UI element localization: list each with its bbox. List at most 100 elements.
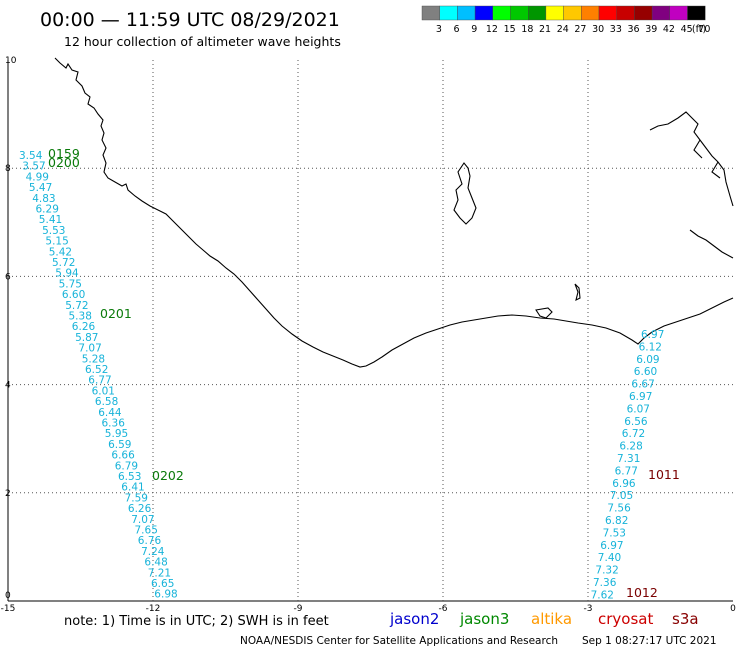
footnote: note: 1) Time is in UTC; 2) SWH is in fe… (64, 614, 329, 629)
cryosat-wave-height: 6.28 (619, 441, 642, 453)
jason3-pass-time: 0201 (100, 306, 132, 321)
cryosat-pass-time: 1012 (626, 585, 658, 600)
jason3-wave-height: 6.52 (85, 364, 108, 376)
legend-s3a: s3a (672, 610, 699, 628)
jason3-track: 3.543.574.995.474.836.295.415.535.155.42… (19, 150, 178, 601)
cryosat-wave-height: 6.97 (629, 391, 652, 403)
jason3-wave-height: 6.44 (98, 407, 122, 419)
cryosat-wave-height: 7.62 (591, 589, 614, 601)
jason3-wave-height: 6.60 (62, 289, 85, 301)
jason3-wave-height: 7.21 (148, 567, 171, 579)
colorbar-swatch (669, 5, 688, 21)
colorbar-label: 18 (521, 24, 533, 35)
cryosat-wave-height: 6.72 (622, 428, 645, 440)
x-tick-label: -15 (1, 604, 16, 614)
jason3-wave-height: 6.58 (95, 396, 118, 408)
y-tick-label: 0 (5, 591, 11, 601)
y-tick-label: 2 (5, 489, 11, 499)
generation-timestamp: Sep 1 08:27:17 UTC 2021 (582, 635, 717, 647)
y-axis-ticks: 0 2 4 6 8 10 (5, 56, 17, 601)
cryosat-wave-height: 7.53 (603, 527, 626, 539)
credit-line: NOAA/NESDIS Center for Satellite Applica… (240, 635, 558, 647)
x-tick-label: -12 (146, 604, 161, 614)
cryosat-wave-height: 7.31 (617, 453, 640, 465)
jason3-wave-height: 7.24 (141, 546, 165, 558)
cryosat-wave-height: 6.12 (639, 341, 662, 353)
colorbar-swatch (651, 5, 670, 21)
cryosat-wave-height: 6.56 (624, 416, 648, 428)
jason3-wave-height: 6.48 (144, 557, 167, 569)
cryosat-wave-height: 7.40 (598, 552, 621, 564)
map-subtitle: 12 hour collection of altimeter wave hei… (64, 34, 341, 49)
jason3-wave-height: 3.57 (22, 161, 45, 173)
jason3-wave-height: 5.75 (59, 278, 82, 290)
colorbar-label: 39 (645, 24, 657, 35)
jason3-pass-time: 0202 (152, 468, 184, 483)
jason3-wave-height: 6.53 (118, 471, 141, 483)
jason3-wave-height: 6.01 (92, 385, 115, 397)
colorbar-label: 3 (436, 24, 442, 35)
jason3-wave-height: 5.72 (52, 257, 75, 269)
coastline-horn (689, 229, 734, 259)
y-tick-label: 4 (5, 381, 11, 391)
colorbar-swatch (687, 5, 706, 21)
jason3-wave-height: 6.26 (72, 321, 96, 333)
cryosat-wave-height: 6.97 (641, 329, 664, 341)
coastline (54, 57, 734, 368)
legend-altika: altika (531, 610, 572, 628)
colorbar-label: 70 (698, 24, 710, 35)
y-tick-label: 6 (5, 272, 11, 282)
colorbar-swatch (439, 5, 458, 21)
satellite-legend: jason2 jason3 altika cryosat s3a (389, 610, 699, 628)
y-tick-label: 10 (5, 56, 17, 66)
cryosat-wave-height: 7.32 (595, 565, 618, 577)
colorbar-swatch (421, 5, 440, 21)
jason3-wave-height: 6.98 (154, 589, 177, 601)
jason3-wave-height: 5.42 (49, 246, 72, 258)
cryosat-wave-height: 7.36 (593, 577, 617, 589)
colorbar-label: 24 (557, 24, 569, 35)
colorbar-swatch (616, 5, 635, 21)
jason3-wave-height: 6.79 (115, 460, 138, 472)
jason3-wave-height: 4.99 (26, 171, 49, 183)
jason3-wave-height: 5.72 (65, 300, 88, 312)
colorbar-label: 21 (539, 24, 551, 35)
cryosat-wave-height: 6.09 (636, 354, 659, 366)
cryosat-track: 6.976.126.096.606.676.976.076.566.726.28… (591, 329, 665, 601)
x-tick-label: 0 (730, 604, 736, 614)
cryosat-wave-height: 6.67 (631, 379, 654, 391)
coastline-west-africa (54, 57, 734, 368)
jason3-wave-height: 6.59 (108, 439, 131, 451)
jason3-wave-height: 5.87 (75, 332, 98, 344)
jason3-wave-height: 6.41 (121, 482, 144, 494)
colorbar-swatch (528, 5, 547, 21)
coastline-island-small (574, 283, 581, 302)
x-tick-label: -6 (439, 604, 448, 614)
colorbar-swatch (457, 5, 476, 21)
colorbar: 3 6 9 12 15 18 21 24 27 30 33 36 39 42 45 70(ft) (421, 5, 710, 35)
jason3-wave-height: 5.41 (39, 214, 62, 226)
x-tick-label: -3 (584, 604, 593, 614)
colorbar-swatch (581, 5, 600, 21)
colorbar-label: 12 (486, 24, 498, 35)
coastline-peninsula (535, 307, 553, 319)
jason3-pass-time: 0200 (48, 155, 80, 170)
jason3-wave-height: 6.36 (102, 418, 126, 430)
colorbar-label: 9 (471, 24, 477, 35)
jason3-wave-height: 5.38 (69, 311, 92, 323)
colorbar-unit: (ft) (692, 24, 706, 35)
colorbar-label: 15 (504, 24, 516, 35)
colorbar-label: 45 (681, 24, 693, 35)
colorbar-swatch (510, 5, 529, 21)
jason3-wave-height: 7.07 (131, 514, 154, 526)
cryosat-wave-height: 6.77 (615, 465, 638, 477)
jason3-wave-height: 7.59 (125, 492, 148, 504)
colorbar-label: 33 (610, 24, 622, 35)
jason3-wave-height: 6.66 (111, 450, 135, 462)
legend-jason3: jason3 (459, 610, 509, 628)
colorbar-swatch (563, 5, 582, 21)
cryosat-pass-time: 1011 (648, 467, 680, 482)
jason3-wave-height: 7.07 (78, 343, 101, 355)
x-axis-ticks: -15 -12 -9 -6 -3 0 (1, 604, 736, 614)
